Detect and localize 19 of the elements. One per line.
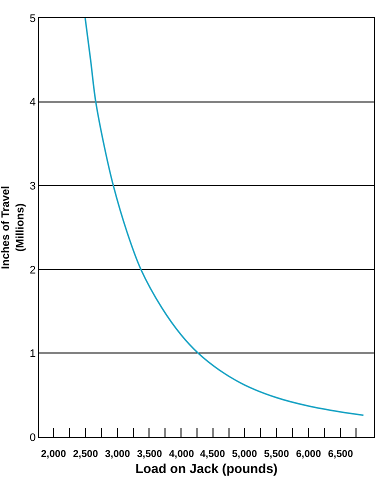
x-tick-label: 4,500 xyxy=(200,449,226,460)
y-axis-title: Inches of Travel (Millions) xyxy=(0,186,26,270)
y-tick-label: 5 xyxy=(30,12,36,25)
y-tick-label: 2 xyxy=(30,264,36,276)
y-tick-label: 3 xyxy=(30,180,36,192)
y-tick-label: 0 xyxy=(30,432,36,444)
x-tick-label: 2,500 xyxy=(73,449,98,460)
x-tick-label: 3,500 xyxy=(137,449,162,460)
x-tick-label: 5,500 xyxy=(264,449,290,460)
y-tick-label: 1 xyxy=(30,348,36,360)
x-tick-label: 6,000 xyxy=(296,449,322,460)
x-tick-label: 2,000 xyxy=(41,449,66,460)
x-tick-label: 6,500 xyxy=(328,449,354,460)
x-axis-title: Load on Jack (pounds) xyxy=(135,460,278,476)
y-tick-label: 4 xyxy=(30,96,36,109)
line-series xyxy=(84,18,364,416)
x-tick-label: 5,000 xyxy=(232,449,258,460)
x-tick-label: 3,000 xyxy=(105,449,130,460)
x-tick-label: 4,000 xyxy=(169,449,194,460)
